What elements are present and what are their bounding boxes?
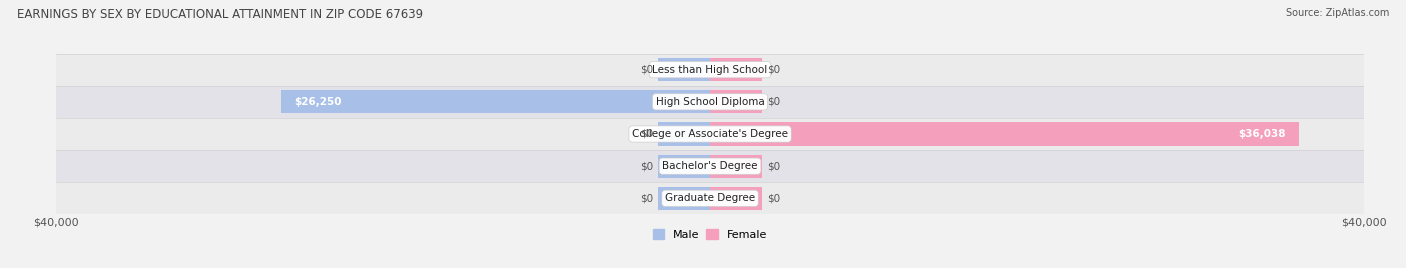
Text: $0: $0 <box>768 161 780 171</box>
Bar <box>658 58 710 81</box>
Bar <box>710 58 762 81</box>
Bar <box>56 54 1364 86</box>
Text: Less than High School: Less than High School <box>652 65 768 75</box>
Bar <box>710 90 762 113</box>
Text: $0: $0 <box>768 65 780 75</box>
Bar <box>56 86 1364 118</box>
Text: Graduate Degree: Graduate Degree <box>665 193 755 203</box>
Bar <box>658 187 710 210</box>
Bar <box>710 187 762 210</box>
Text: Source: ZipAtlas.com: Source: ZipAtlas.com <box>1285 8 1389 18</box>
Bar <box>56 150 1364 182</box>
Text: $0: $0 <box>640 65 652 75</box>
Bar <box>658 122 710 146</box>
Legend: Male, Female: Male, Female <box>648 225 772 244</box>
Text: $0: $0 <box>640 129 652 139</box>
Bar <box>56 118 1364 150</box>
Text: High School Diploma: High School Diploma <box>655 97 765 107</box>
Text: $0: $0 <box>768 97 780 107</box>
Text: $0: $0 <box>640 161 652 171</box>
Text: $26,250: $26,250 <box>294 97 342 107</box>
Bar <box>710 122 1299 146</box>
Bar <box>281 90 710 113</box>
Text: College or Associate's Degree: College or Associate's Degree <box>633 129 787 139</box>
Text: $36,038: $36,038 <box>1239 129 1286 139</box>
Text: $0: $0 <box>640 193 652 203</box>
Text: Bachelor's Degree: Bachelor's Degree <box>662 161 758 171</box>
Text: EARNINGS BY SEX BY EDUCATIONAL ATTAINMENT IN ZIP CODE 67639: EARNINGS BY SEX BY EDUCATIONAL ATTAINMEN… <box>17 8 423 21</box>
Bar <box>710 155 762 178</box>
Bar <box>56 182 1364 214</box>
Text: $0: $0 <box>768 193 780 203</box>
Bar <box>658 155 710 178</box>
